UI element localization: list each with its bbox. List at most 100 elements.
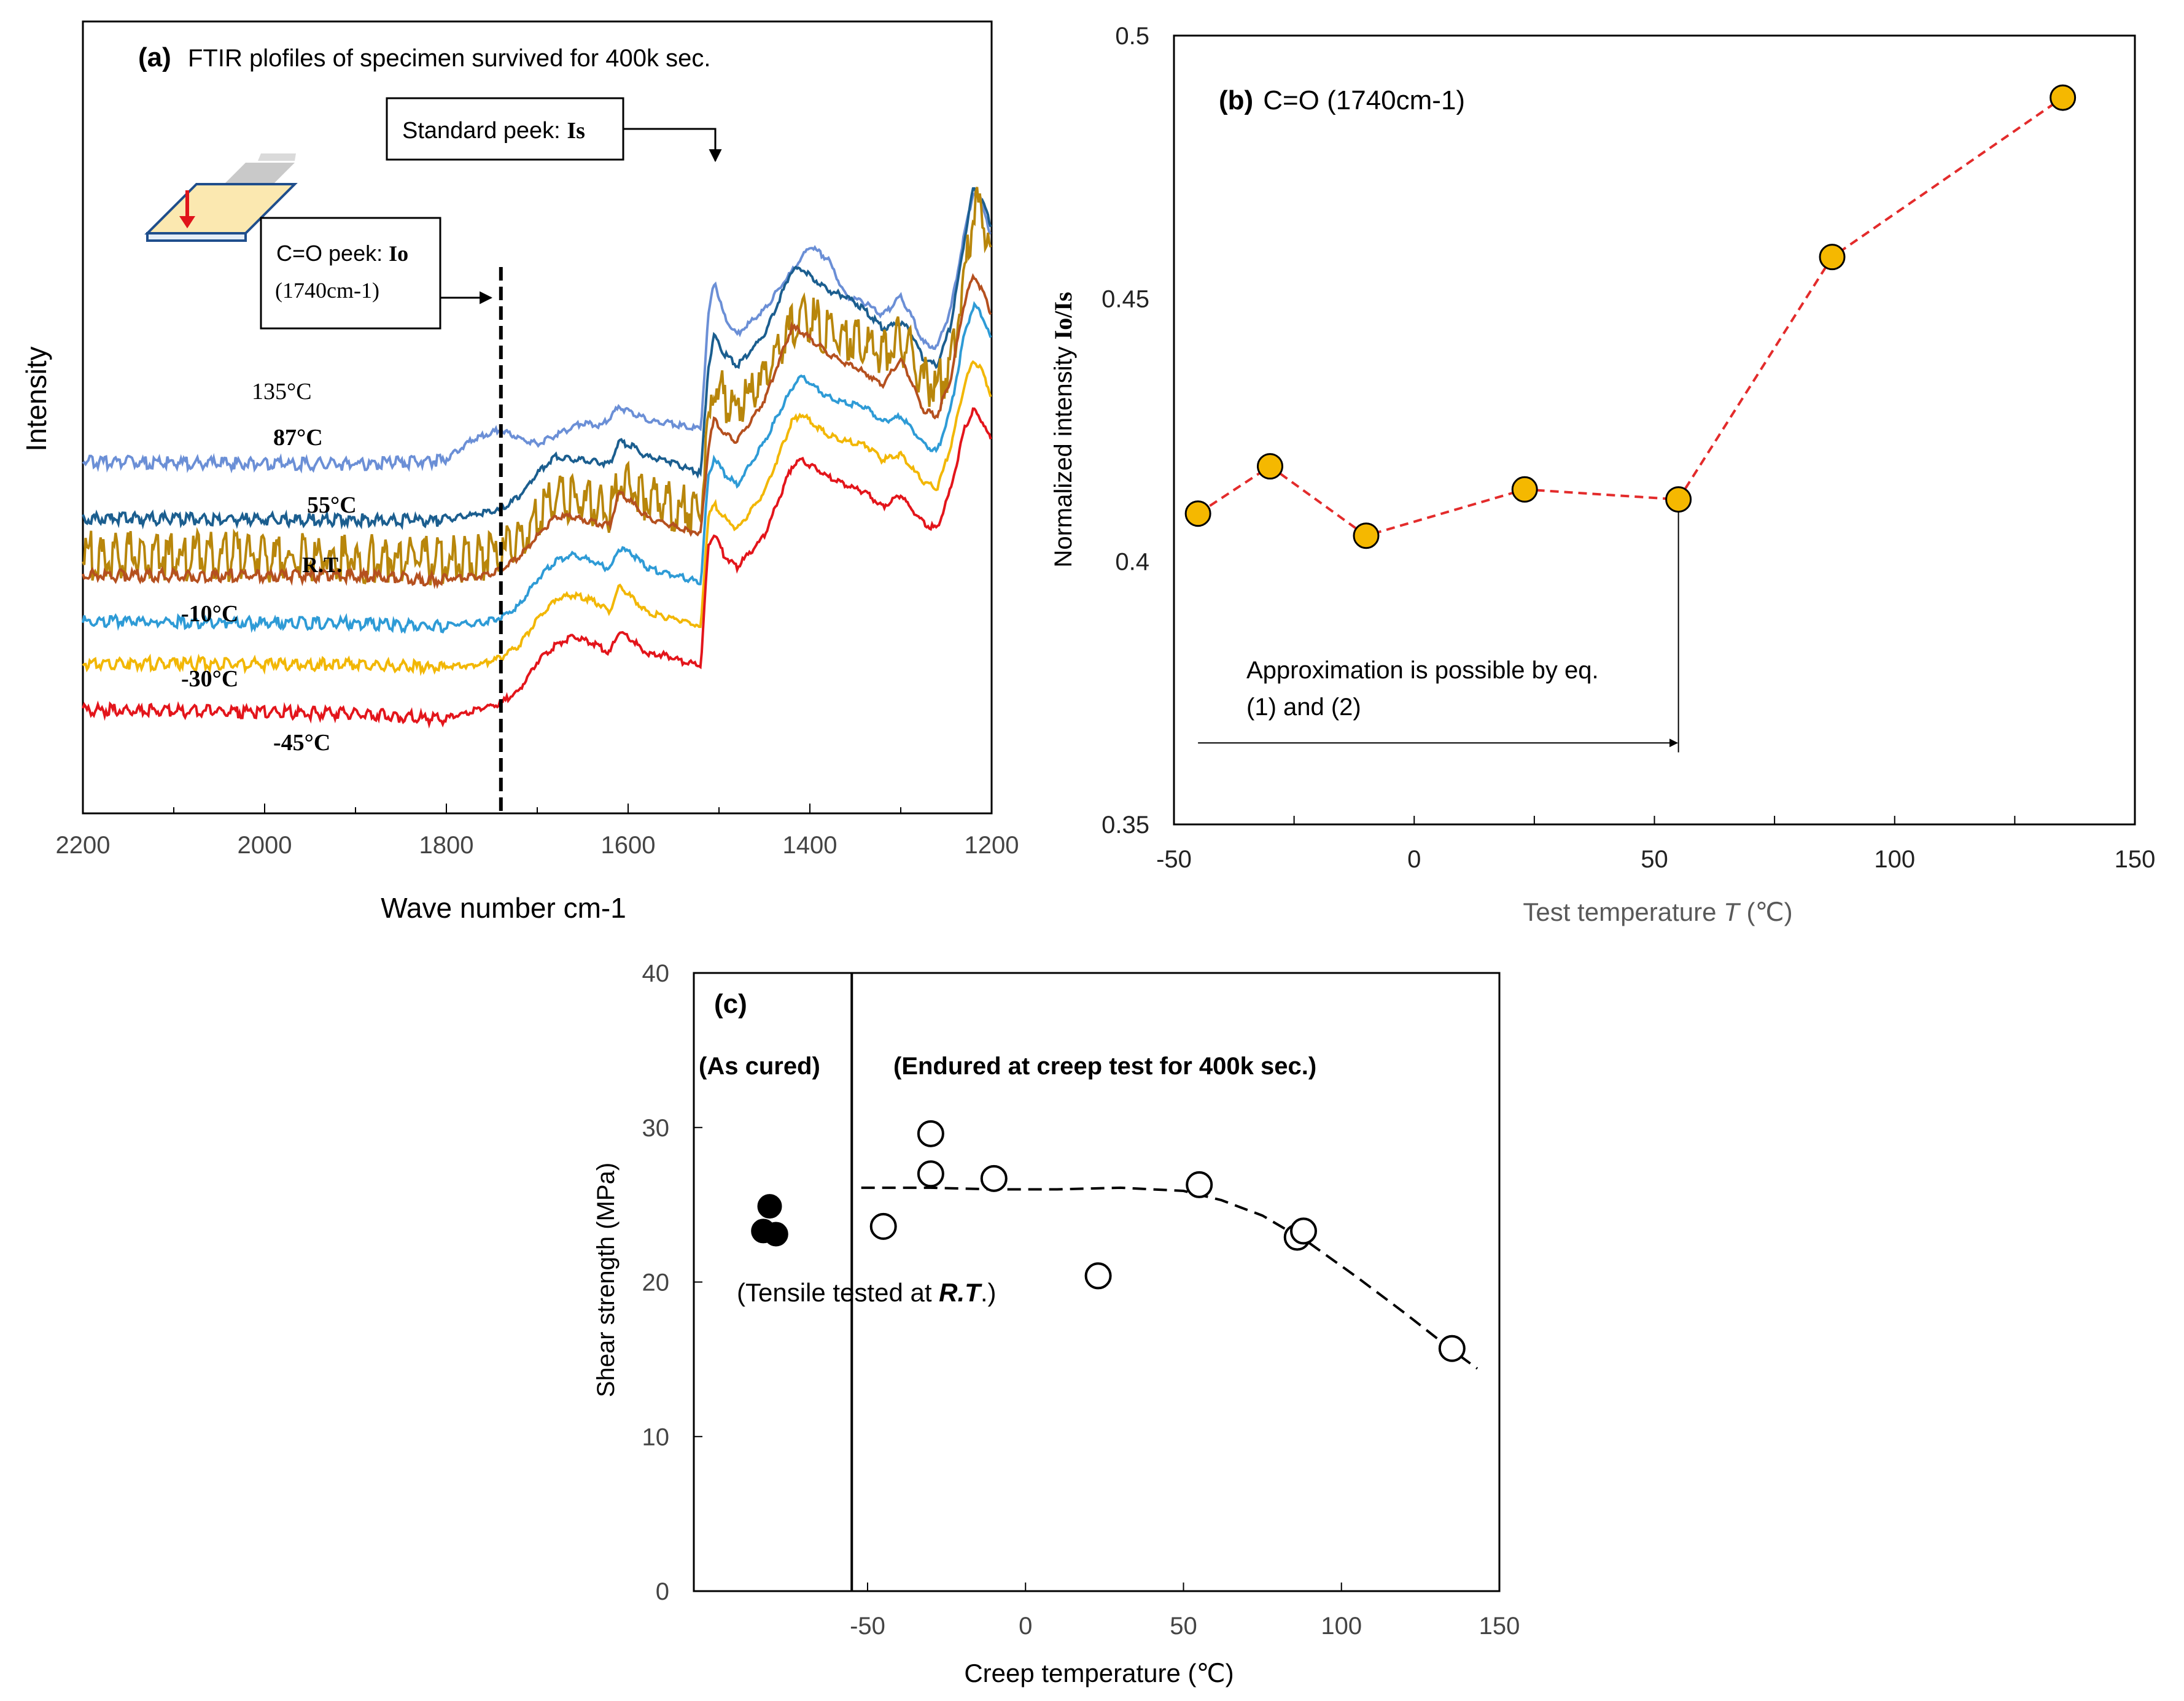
panel-c-creep-point [917, 1160, 944, 1188]
panel-c-creep-point [1438, 1335, 1466, 1362]
standard-peak-arrow [623, 128, 722, 163]
panel-c-as-cured-point [763, 1222, 788, 1247]
panel-b-ylabel-symbol: Io/Is [1049, 292, 1077, 339]
panel-a-ylabel: Intensity [20, 346, 52, 451]
series-line-4 [82, 301, 992, 634]
series-label-55c: 55°C [307, 492, 357, 518]
standard-peak-callout: Standard peek: Is [386, 97, 722, 163]
panel-b-xtick-label: -50 [1156, 846, 1192, 873]
panel-b-annotation-line2: (1) and (2) [1246, 694, 1361, 721]
panel-c-region-left: (As cured) [699, 1053, 820, 1080]
panel-a-xticks: 2200 2000 1800 1600 1400 1200 [56, 804, 1019, 859]
panel-c-ylabel: Shear strength (MPa) [593, 1163, 620, 1397]
panel-b-xlabel-var: T [1723, 897, 1741, 926]
svg-text:(b)C=O (1740cm-1): (b) C=O (1740cm-1) [1219, 85, 1465, 115]
specimen-icon [144, 153, 298, 242]
co-peak-symbol: Io [389, 241, 408, 266]
panel-c-ytick-label: 10 [642, 1424, 670, 1451]
panel-c-creep-point [1186, 1171, 1213, 1198]
panel-c-creep-point [917, 1120, 944, 1147]
panel-b-annotation-line1: Approximation is possible by eq. [1246, 657, 1599, 684]
panel-a-label: (a) [138, 42, 171, 72]
panel-c-as-cured-point [757, 1194, 782, 1219]
series-line-5 [82, 360, 992, 676]
panel-c-note: (Tensile tested at R.T.) [737, 1278, 996, 1307]
panel-c-creep-point [869, 1212, 897, 1240]
panel-b-ylabel-text: Normalized intensity [1050, 339, 1077, 567]
svg-text:C=O peek: Io: C=O peek: Io [276, 241, 408, 266]
panel-b-xtick-label: 150 [2115, 846, 2156, 873]
panel-a-xtick-label: 1800 [419, 832, 474, 859]
panel-b-annotation: Approximation is possible by eq. (1) and … [1198, 511, 1679, 753]
series-label-m30c: -30°C [181, 666, 238, 692]
panel-c-note-prefix: (Tensile tested at [737, 1278, 939, 1307]
panel-c-note-emph: R.T [939, 1278, 982, 1307]
standard-peak-text: Standard peek: [402, 118, 567, 144]
panel-b-ylabel: Normalized intensity Io/Is [1049, 292, 1077, 567]
panel-b-normalized-intensity: 0.35 0.4 0.45 0.5 -50 0 50 100 150 Approximation… [1049, 23, 2155, 926]
panel-b-series [1184, 84, 2077, 549]
panel-b-ytick-label: 0.35 [1102, 812, 1149, 839]
panel-c-ytick-label: 20 [642, 1269, 670, 1296]
panel-c-region-right: (Endured at creep test for 400k sec.) [893, 1053, 1316, 1080]
panel-b-title: C=O (1740cm-1) [1263, 85, 1465, 115]
series-label-m10c: -10°C [181, 601, 238, 627]
standard-peak-symbol: Is [567, 118, 585, 144]
panel-c-ytick-label: 0 [656, 1578, 669, 1605]
panel-a-series-labels: 135°C 87°C 55°C R.T. -10°C -30°C -45°C [181, 379, 357, 756]
panel-c-xtick-label: 50 [1170, 1613, 1197, 1640]
panel-a-xtick-label: 1200 [965, 832, 1019, 859]
panel-b-point [2050, 84, 2077, 111]
panel-c-label: (c) [714, 989, 747, 1019]
panel-b-xlabel-text: Test temperature [1523, 897, 1723, 926]
series-label-m45c: -45°C [273, 730, 330, 756]
panel-b-axes: 0.35 0.4 0.45 0.5 -50 0 50 100 150 [1102, 23, 2155, 873]
panel-c-creep-point [1290, 1217, 1318, 1245]
co-peak-text: C=O peek: [276, 241, 389, 266]
panel-b-frame [1173, 34, 2136, 826]
panel-b-point [1353, 522, 1380, 549]
svg-text:Standard peek: Is: Standard peek: Is [402, 118, 585, 144]
series-line-0 [82, 192, 992, 474]
panel-b-ytick-label: 0.5 [1115, 23, 1149, 50]
panel-b-ytick-label: 0.4 [1115, 549, 1149, 576]
panel-b-label: (b) [1219, 85, 1253, 115]
panel-c-xtick-label: 150 [1479, 1613, 1520, 1640]
panel-a-ftir: 2200 2000 1800 1600 1400 1200 (a) FTIR plofil… [20, 20, 1019, 924]
panel-c-shear-strength: 0 10 20 30 40 -50 0 50 100 150 (c) (As cured) (En… [593, 960, 1520, 1687]
panel-b-xlabel: Test temperature T (℃) [1523, 897, 1792, 926]
panel-c-ytick-label: 30 [642, 1115, 670, 1142]
panel-c-ytick-label: 40 [642, 960, 670, 987]
panel-b-point [1184, 500, 1211, 527]
panel-a-xtick-label: 2200 [56, 832, 111, 859]
panel-c-series [751, 1120, 1479, 1370]
panel-c-creep-point [1084, 1262, 1112, 1290]
panel-b-xlabel-unit: (℃) [1739, 897, 1793, 926]
panel-b-xtick-label: 50 [1641, 846, 1668, 873]
panel-a-xtick-label: 2000 [238, 832, 292, 859]
panel-a-title: FTIR plofiles of specimen survived for 4… [188, 45, 710, 72]
series-label-rt: R.T. [302, 552, 342, 577]
panel-c-xtick-label: -50 [850, 1613, 885, 1640]
panel-c-creep-point [980, 1164, 1008, 1192]
panel-b-point [1819, 244, 1846, 271]
panel-a-xtick-label: 1600 [601, 832, 656, 859]
panel-b-xtick-label: 100 [1874, 846, 1915, 873]
panel-a-xlabel: Wave number cm-1 [381, 892, 626, 924]
panel-a-series-group [82, 187, 992, 729]
co-peak-callout: C=O peek: Io (1740cm-1) [260, 217, 493, 330]
panel-b-point [1257, 453, 1283, 480]
series-line-1 [82, 187, 992, 530]
co-peak-wavenumber: (1740cm-1) [275, 278, 379, 303]
series-line-6 [82, 407, 992, 729]
panel-b-point [1511, 476, 1538, 503]
panel-c-xlabel: Creep temperature (℃) [964, 1659, 1234, 1687]
panel-c-note-suffix: .) [981, 1278, 997, 1307]
panel-a-xtick-label: 1400 [783, 832, 837, 859]
panel-c-xtick-label: 0 [1019, 1613, 1032, 1640]
panel-b-xtick-label: 0 [1407, 846, 1421, 873]
panel-c-xtick-label: 100 [1321, 1613, 1362, 1640]
series-label-135c: 135°C [252, 379, 312, 405]
panel-b-ytick-label: 0.45 [1102, 285, 1149, 312]
